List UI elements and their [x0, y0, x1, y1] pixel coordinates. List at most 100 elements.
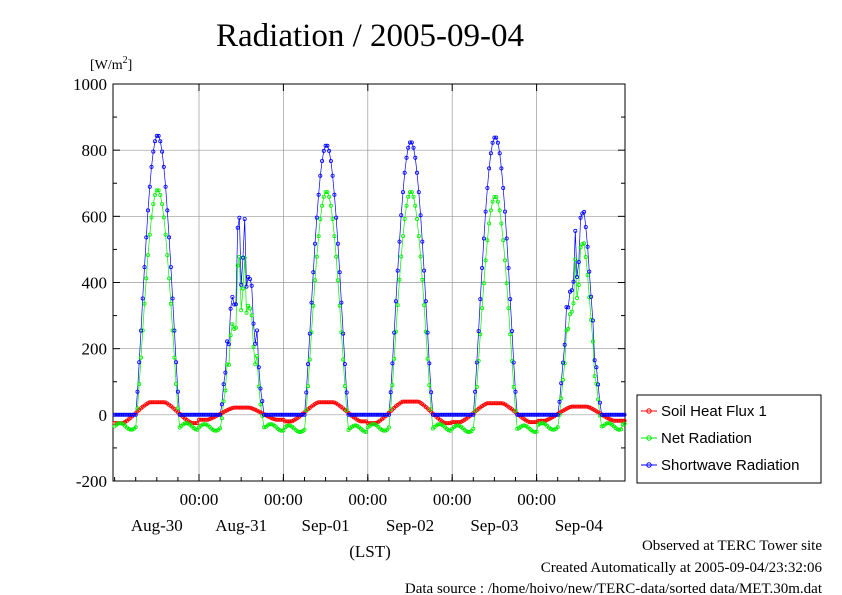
legend: Soil Heat Flux 1 Net Radiation Shortwave R…	[636, 394, 822, 484]
data-point	[471, 426, 476, 431]
data-point	[494, 135, 499, 140]
data-point	[566, 326, 571, 331]
data-point	[314, 400, 319, 405]
data-point	[219, 402, 224, 407]
data-point	[160, 202, 165, 207]
data-point	[158, 139, 163, 144]
data-point	[182, 412, 187, 417]
data-point	[323, 190, 328, 195]
data-point	[553, 412, 558, 417]
data-point	[344, 390, 349, 395]
x-time-label: 00:00	[517, 490, 556, 509]
data-point	[226, 342, 231, 347]
data-point	[221, 382, 226, 387]
data-point	[362, 429, 367, 434]
data-point	[425, 330, 430, 335]
data-point	[559, 396, 564, 401]
data-point	[568, 312, 573, 317]
data-point	[258, 386, 263, 391]
data-point	[330, 173, 335, 178]
data-point	[501, 238, 506, 243]
data-point	[420, 277, 425, 282]
data-point	[446, 421, 451, 426]
data-point	[128, 427, 133, 432]
data-point	[388, 407, 393, 412]
data-point	[573, 228, 578, 233]
data-point	[506, 265, 511, 270]
data-point	[309, 300, 314, 305]
data-point	[135, 406, 140, 411]
data-point	[488, 208, 493, 213]
data-point	[465, 429, 470, 434]
data-point	[253, 362, 258, 367]
data-point	[158, 192, 163, 197]
data-point	[513, 408, 518, 413]
data-point	[218, 426, 223, 431]
series-line-0	[114, 401, 625, 424]
legend-label: Net Radiation	[661, 430, 752, 447]
data-point	[576, 282, 581, 287]
data-point	[583, 224, 588, 229]
data-point	[311, 270, 316, 275]
data-point	[429, 407, 434, 412]
data-point	[620, 412, 625, 417]
data-point	[225, 362, 230, 367]
data-point	[420, 239, 425, 244]
data-point	[175, 389, 180, 394]
data-point	[504, 236, 509, 241]
data-point	[566, 305, 571, 310]
data-point	[337, 270, 342, 275]
data-point	[590, 339, 595, 344]
data-point	[585, 244, 590, 249]
data-point	[316, 234, 321, 239]
data-point	[240, 255, 245, 260]
data-point	[353, 423, 358, 428]
data-point	[328, 203, 333, 208]
data-point	[251, 321, 256, 326]
data-point	[133, 425, 138, 430]
data-point	[307, 357, 312, 362]
data-point	[270, 416, 275, 421]
x-time-label: 00:00	[264, 490, 303, 509]
data-point	[413, 155, 418, 160]
data-point	[332, 234, 337, 239]
y-tick-label: 400	[82, 274, 108, 293]
data-point	[473, 389, 478, 394]
x-date-label: Sep-01	[302, 516, 350, 535]
data-point	[422, 303, 427, 308]
data-point	[154, 188, 159, 193]
data-point	[589, 294, 594, 299]
data-point	[511, 360, 516, 365]
data-point	[392, 356, 397, 361]
data-point	[427, 361, 432, 366]
data-point	[254, 328, 259, 333]
data-point	[597, 400, 602, 405]
data-point	[388, 390, 393, 395]
data-point	[363, 429, 368, 434]
data-point	[483, 209, 488, 214]
data-point	[325, 190, 330, 195]
data-point	[592, 358, 597, 363]
data-point	[269, 422, 274, 427]
data-point	[168, 265, 173, 270]
data-point	[481, 236, 486, 241]
data-point	[142, 301, 147, 306]
data-point	[495, 199, 500, 204]
data-point	[239, 308, 244, 313]
legend-label: Shortwave Radiation	[661, 457, 799, 474]
data-point	[622, 421, 627, 426]
data-point	[469, 412, 474, 417]
data-point	[559, 381, 564, 386]
x-axis: 00:00 00:00 00:00 00:00 00:00 Aug-30 Aug-31 Sep…	[114, 84, 603, 535]
data-point	[557, 412, 562, 417]
data-point	[327, 194, 332, 199]
footer-created: Created Automatically at 2005-09-04/23:3…	[541, 560, 823, 576]
data-point	[592, 374, 597, 379]
data-point	[573, 257, 578, 262]
footer-site: Observed at TERC Tower site	[642, 538, 822, 554]
data-point	[342, 384, 347, 389]
data-point	[561, 360, 566, 365]
data-point	[305, 362, 310, 367]
data-point	[617, 427, 622, 432]
data-point	[414, 399, 419, 404]
